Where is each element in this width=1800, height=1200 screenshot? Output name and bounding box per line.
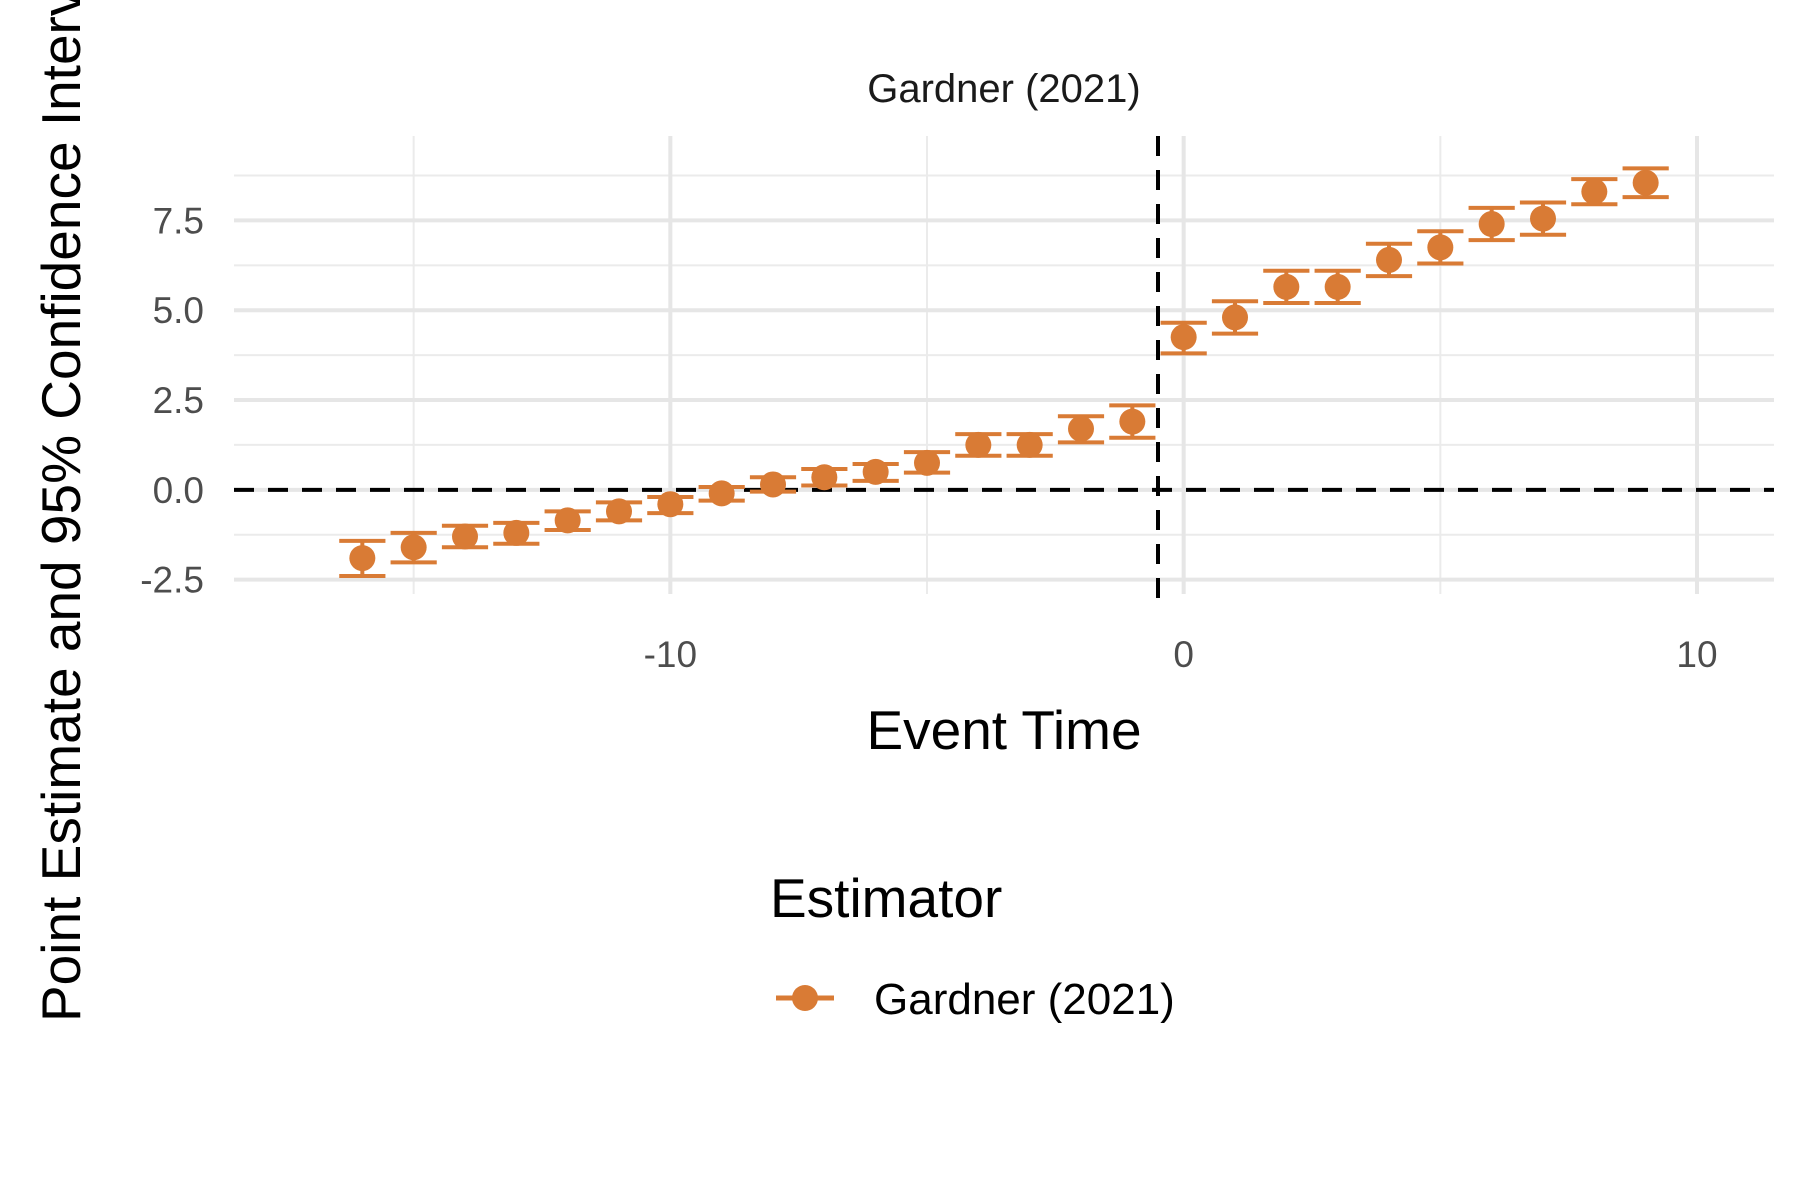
estimate-point-group (1263, 268, 1310, 306)
estimate-point-group (595, 498, 643, 525)
estimate-point-group (1519, 200, 1567, 237)
point-estimate (1376, 246, 1402, 273)
estimate-point-group (390, 530, 437, 565)
point-estimate (760, 471, 786, 498)
estimate-point-group (955, 431, 1002, 458)
point-estimate (1273, 273, 1300, 300)
estimate-point-group (1417, 229, 1464, 266)
estimate-point-group (1160, 320, 1207, 356)
estimate-point-group (493, 519, 540, 546)
point-estimate (1068, 415, 1094, 442)
point-estimate (1581, 178, 1608, 205)
estimate-point-group (339, 538, 386, 579)
grid-layer (234, 136, 1774, 594)
point-estimate (1119, 408, 1146, 435)
estimate-point-group (1211, 299, 1259, 336)
y-tick-label: 0.0 (153, 470, 204, 511)
y-tick-label: 2.5 (153, 380, 204, 421)
estimate-point-group (1365, 241, 1413, 279)
point-estimate (1530, 205, 1556, 232)
y-axis-title: Point Estimate and 95% Confidence Interv… (30, 0, 92, 1022)
point-estimate (349, 545, 376, 572)
point-estimate (708, 480, 735, 507)
estimate-point-group (1314, 268, 1361, 306)
point-estimate (452, 523, 478, 550)
estimate-point-group (1006, 431, 1053, 458)
x-axis-title: Event Time (866, 699, 1141, 761)
estimate-point-group (1057, 414, 1105, 445)
estimate-point-group (544, 507, 591, 534)
estimate-point-group (647, 491, 694, 518)
point-estimate (1222, 304, 1248, 331)
point-estimate (1016, 431, 1043, 458)
y-tick-label: 5.0 (153, 290, 204, 331)
tick-labels: -2.5 0.0 2.5 5.0 7.5 -10 0 10 (140, 200, 1717, 675)
point-estimate (1427, 234, 1454, 261)
estimate-point-group (1622, 166, 1669, 200)
x-tick-label: 10 (1676, 634, 1717, 675)
point-estimate (554, 507, 581, 534)
x-tick-label: -10 (644, 634, 697, 675)
point-estimate (811, 464, 838, 491)
estimate-point-group (801, 464, 848, 491)
reference-lines (234, 136, 1774, 606)
point-estimate (1170, 324, 1197, 351)
panel-title: Gardner (2021) (867, 67, 1140, 111)
estimate-point-group (441, 523, 489, 550)
estimate-point-group (903, 449, 951, 476)
legend-key-marker (792, 985, 818, 1011)
point-estimate (914, 449, 940, 476)
point-estimate (1478, 211, 1505, 238)
estimate-point-group (1468, 205, 1515, 243)
point-estimate (606, 498, 632, 525)
estimate-point-group (852, 458, 899, 485)
x-tick-label: 0 (1173, 634, 1194, 675)
point-estimate (1324, 273, 1351, 300)
estimate-point-group (698, 480, 745, 507)
legend-title: Estimator (770, 867, 1002, 929)
y-tick-label: -2.5 (140, 560, 204, 601)
y-tick-label: 7.5 (153, 200, 204, 241)
estimate-point-group (1109, 403, 1156, 440)
point-estimate (657, 491, 684, 518)
point-estimate (965, 431, 992, 458)
point-estimate (862, 458, 889, 485)
estimate-point-group (749, 471, 797, 498)
legend-label: Gardner (2021) (874, 975, 1175, 1024)
estimate-point-group (1571, 177, 1618, 207)
point-estimate (503, 519, 530, 546)
point-estimate (400, 534, 427, 561)
point-estimate (1632, 169, 1659, 196)
series-layer (339, 166, 1669, 579)
legend-item: Gardner (2021) (776, 975, 1175, 1024)
